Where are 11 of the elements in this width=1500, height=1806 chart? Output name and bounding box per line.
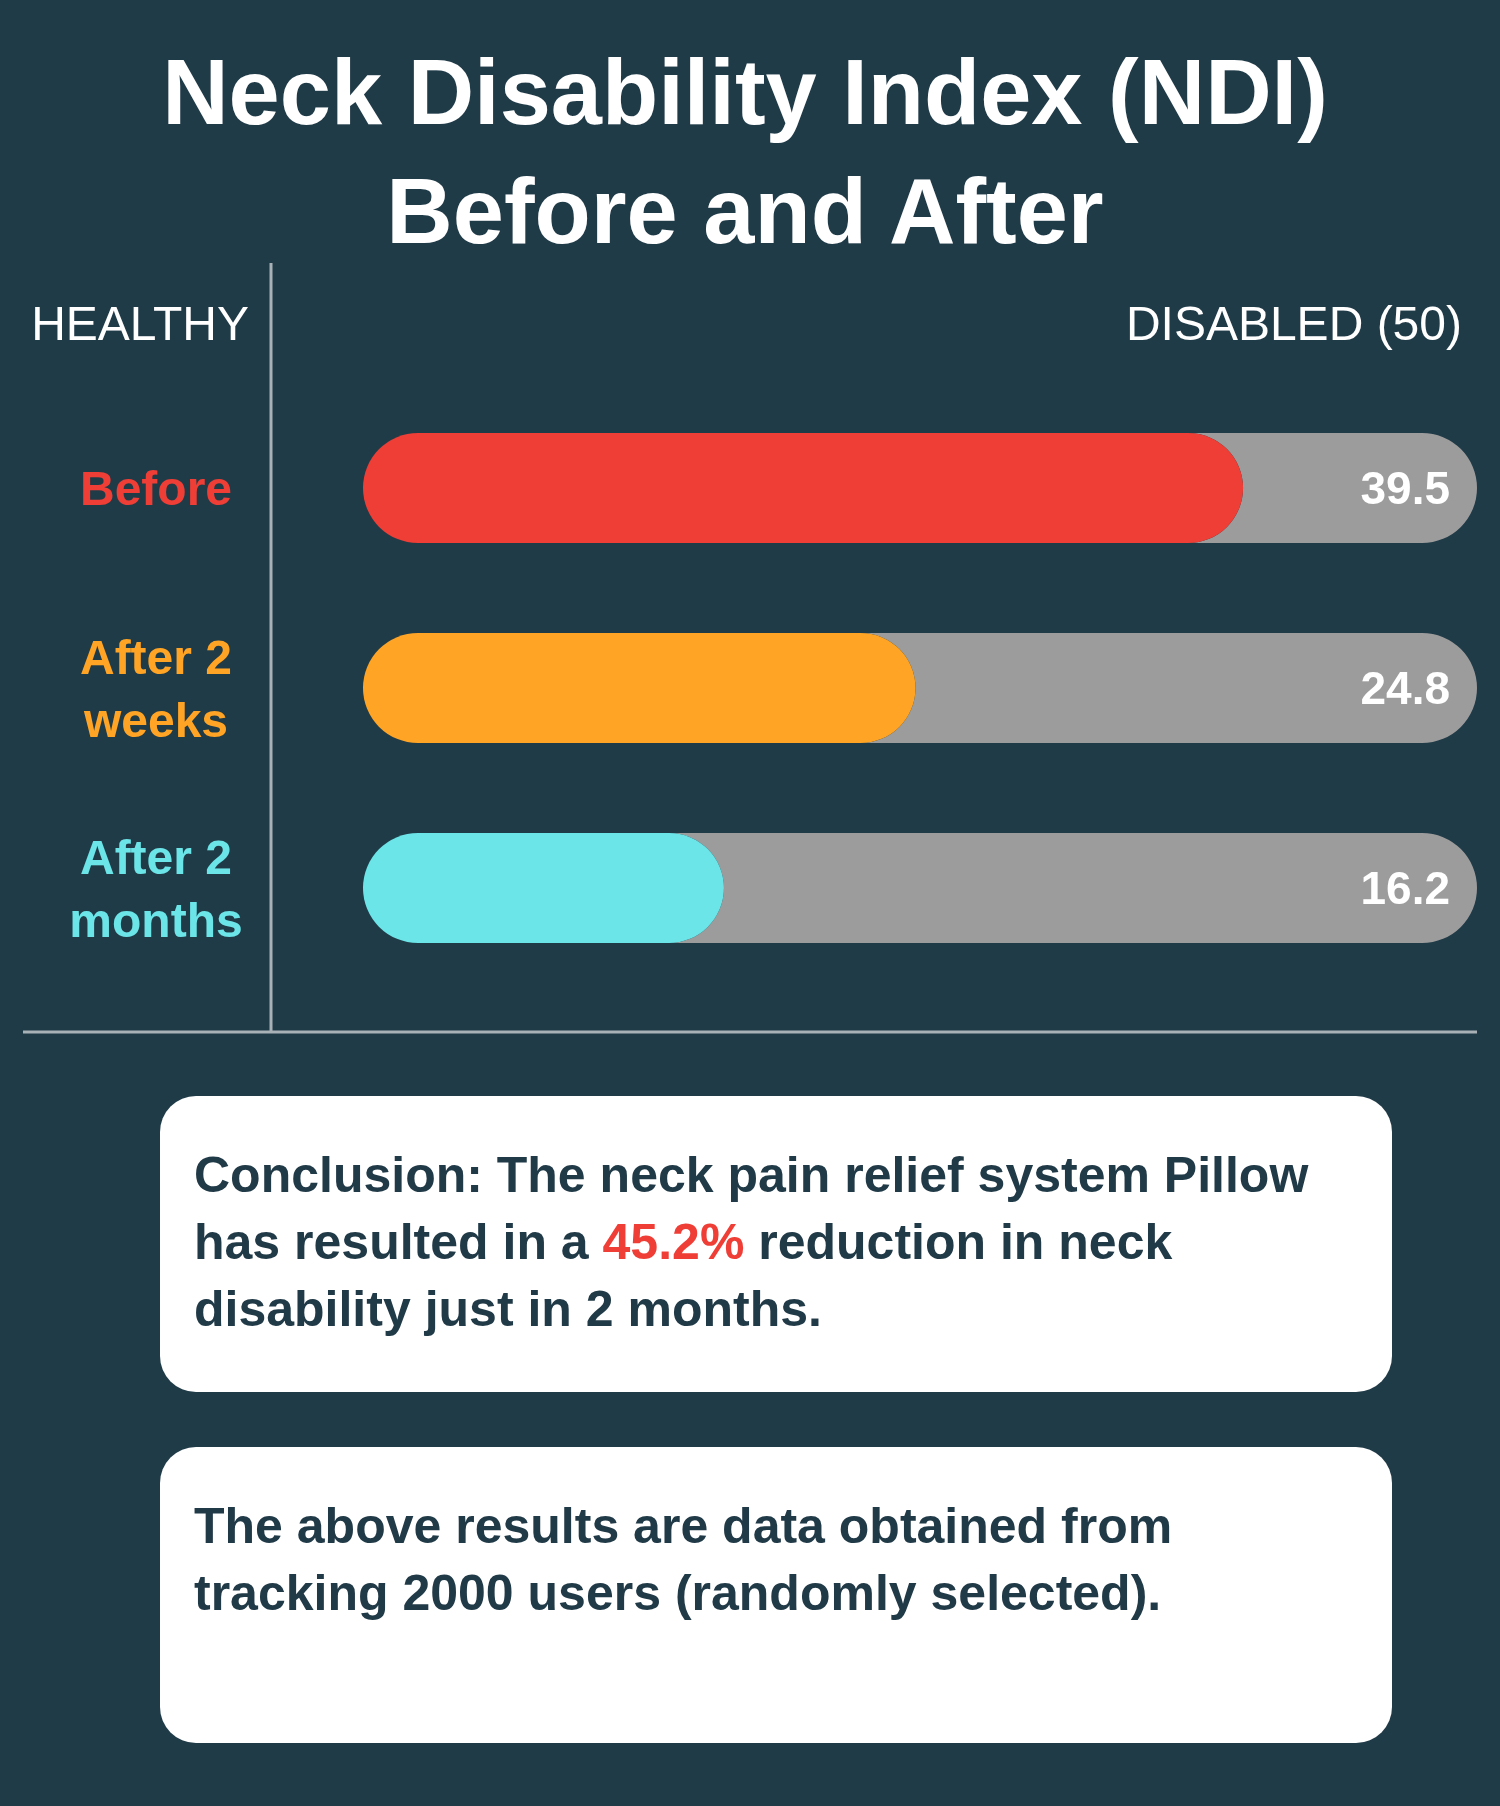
y-tick-label: After 2 months [69, 830, 243, 947]
data-label: 24.8 [1360, 662, 1450, 714]
y-tick-label: After 2 weeks [79, 630, 233, 747]
text: Conclusion: The neck pain relief system Pillow has resulted in a 45.2% reduction in neck disability just in 2 months. [194, 1147, 1309, 1337]
data-label: 16.2 [1360, 862, 1450, 914]
text: HEALTHY [31, 297, 249, 350]
y-tick-label: Before [79, 462, 233, 515]
data-label: 39.5 [1360, 462, 1450, 514]
chart-title: Neck Disability Index (NDI) Before and After [162, 41, 1328, 262]
text: DISABLED (50) [1125, 297, 1462, 350]
text: The above results are data obtained from tracking 2000 users (randomly selected). [194, 1498, 1173, 1621]
